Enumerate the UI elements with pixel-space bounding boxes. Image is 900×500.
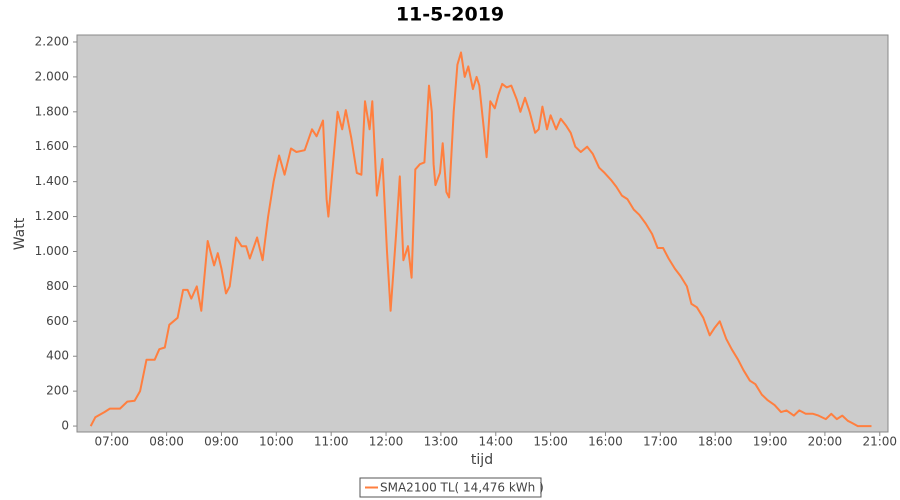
x-axis-label: tijd [471, 452, 493, 468]
x-tick-label: 17:00 [643, 435, 678, 449]
y-tick-label: 1.600 [35, 139, 69, 153]
y-tick-label: 2.200 [35, 34, 69, 48]
y-tick-label: 800 [46, 279, 69, 293]
series-line [89, 51, 872, 428]
x-tick-label: 11:00 [314, 435, 349, 449]
x-tick-label: 13:00 [424, 435, 459, 449]
x-tick-label: 16:00 [588, 435, 623, 449]
y-tick-label: 1.000 [35, 244, 69, 258]
y-tick-label: 0 [61, 419, 69, 433]
y-tick-label: 1.200 [35, 209, 69, 223]
legend-label: SMA2100 TL( 14,476 kWh ) [380, 481, 544, 495]
x-tick-label: 09:00 [204, 435, 239, 449]
y-tick-label: 2.000 [35, 69, 69, 83]
legend-box [359, 477, 542, 498]
x-tick-label: 14:00 [478, 435, 513, 449]
y-tick-label: 200 [46, 384, 69, 398]
x-tick-label: 21:00 [862, 435, 897, 449]
x-tick-label: 20:00 [808, 435, 843, 449]
chart-title: 11-5-2019 [396, 4, 504, 26]
x-tick-label: 08:00 [149, 435, 184, 449]
x-tick-label: 18:00 [698, 435, 733, 449]
x-tick-label: 19:00 [753, 435, 788, 449]
x-tick-label: 07:00 [94, 435, 129, 449]
plot-area [76, 34, 889, 433]
x-tick-label: 12:00 [369, 435, 404, 449]
y-tick-label: 1.400 [35, 174, 69, 188]
y-axis-label: Watt [12, 217, 28, 250]
y-tick-label: 1.800 [35, 104, 69, 118]
x-tick-label: 10:00 [259, 435, 294, 449]
x-tick-label: 15:00 [533, 435, 568, 449]
y-tick-label: 600 [46, 314, 69, 328]
y-tick-label: 400 [46, 349, 69, 363]
